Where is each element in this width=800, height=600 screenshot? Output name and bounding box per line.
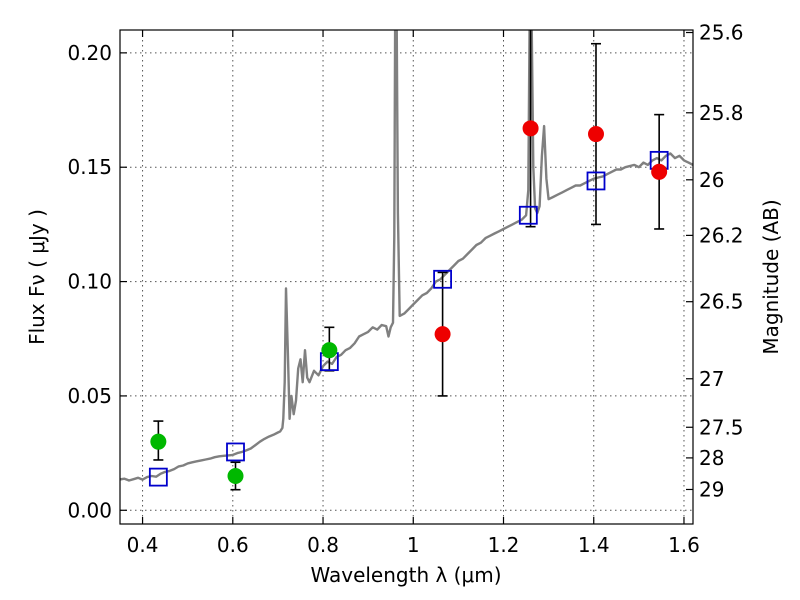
model-photometry-square <box>518 205 538 225</box>
x-axis-title: Wavelength λ (μm) <box>310 563 501 587</box>
x-tick-label: 1.6 <box>668 533 700 557</box>
x-tick-label: 0.6 <box>217 533 249 557</box>
observed-point-green <box>227 467 244 484</box>
grid <box>120 30 693 524</box>
model-photometry-square <box>586 171 606 191</box>
observed-point-red <box>651 163 668 180</box>
observed-point-green <box>150 433 167 450</box>
model-photometry-square <box>148 467 168 487</box>
y-tick-label: 0.15 <box>67 155 112 179</box>
model-photometry-square <box>433 269 452 289</box>
mag-tick-label: 25.6 <box>699 21 744 45</box>
mag-tick-label: 27 <box>699 367 724 391</box>
x-tick-label: 0.4 <box>127 533 159 557</box>
model-photometry-square <box>226 442 245 462</box>
observed-point-green <box>321 342 338 359</box>
mag-tick-label: 26.2 <box>699 223 744 247</box>
y2-axis-title: Magnitude (AB) <box>759 199 783 354</box>
x-tick-label: 1.4 <box>578 533 610 557</box>
y-tick-label: 0.20 <box>67 41 112 65</box>
x-tick-label: 1 <box>407 533 420 557</box>
y-tick-label: 0.05 <box>67 384 112 408</box>
x-tick-label: 0.8 <box>307 533 339 557</box>
observed-point-red <box>522 120 539 137</box>
mag-tick-label: 28 <box>699 446 724 470</box>
plot-area <box>120 30 693 491</box>
ticks: 0.4 0.6 0.8 1 1.2 1.4 1.6 0.00 0.05 0.10 0.15 0.20 2… <box>67 21 743 557</box>
x-tick-label: 1.2 <box>488 533 520 557</box>
mag-tick-label: 25.8 <box>699 101 744 125</box>
mag-tick-label: 27.5 <box>699 415 744 439</box>
y-axis-title: Flux Fν ( μJy ) <box>25 209 49 345</box>
plot-frame <box>119 29 694 525</box>
y-tick-label: 0.00 <box>67 498 112 522</box>
mag-tick-label: 26.5 <box>699 290 744 314</box>
mag-tick-label: 29 <box>699 477 724 501</box>
mag-tick-label: 26 <box>699 168 724 192</box>
y-tick-label: 0.10 <box>67 270 112 294</box>
observed-point-red <box>587 126 604 143</box>
template-spectrum-line <box>120 30 693 482</box>
observed-point-red <box>434 326 451 343</box>
